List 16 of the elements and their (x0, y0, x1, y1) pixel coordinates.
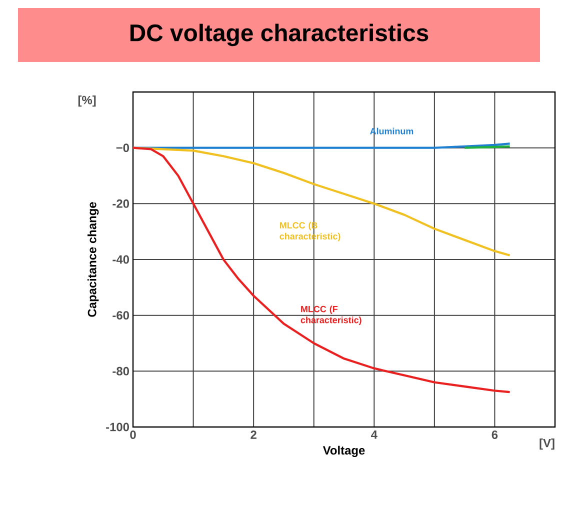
text: [V] (540, 438, 554, 450)
x-tick-label: 4 (371, 430, 378, 439)
chart-title: DC voltage characteristics (130, 24, 428, 46)
x-tick-label: 2 (250, 430, 256, 439)
x-tick-label: 6 (492, 430, 498, 439)
y-tick-label: -60 (112, 311, 129, 320)
y-tick-label: -40 (112, 255, 129, 264)
y-tick-label: −0 (116, 144, 129, 152)
line-series (132, 146, 511, 394)
y-tick-label: -100 (106, 422, 129, 432)
x-axis-title: Voltage (322, 446, 365, 458)
y-tick-label: -20 (112, 199, 129, 208)
y-axis-title: Capacitance change (88, 202, 99, 317)
text: [%] (78, 96, 96, 107)
x-tick-label: 0 (130, 430, 136, 439)
y-tick-label: -80 (112, 366, 129, 376)
